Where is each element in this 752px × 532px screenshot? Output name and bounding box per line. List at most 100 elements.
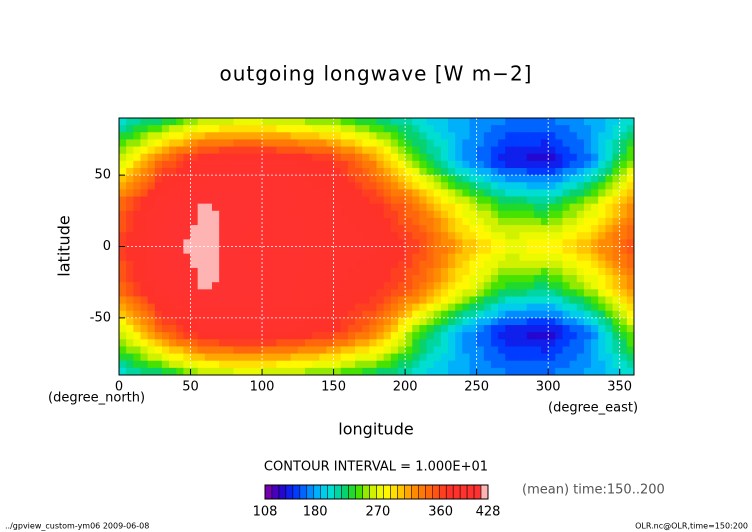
cell — [169, 125, 177, 133]
cell — [304, 210, 313, 219]
colorbar-segment — [369, 484, 377, 500]
cell — [576, 217, 585, 226]
cell — [262, 146, 270, 155]
cell — [355, 332, 363, 340]
cell — [355, 289, 363, 297]
colorbar-segment — [362, 484, 370, 500]
cell — [219, 118, 227, 126]
cell — [455, 132, 463, 140]
cell — [598, 346, 606, 354]
cell — [612, 182, 621, 190]
cell — [612, 253, 621, 262]
cell — [126, 267, 134, 276]
cell — [119, 203, 127, 212]
cell — [169, 303, 177, 312]
cell — [433, 217, 442, 226]
cell — [555, 239, 563, 247]
cell — [469, 339, 478, 347]
cell — [369, 303, 377, 312]
cell — [154, 210, 163, 219]
cell — [140, 182, 149, 190]
cell — [161, 182, 170, 190]
cell — [133, 346, 141, 354]
cell — [605, 246, 613, 255]
cell — [476, 246, 485, 255]
cell — [483, 253, 492, 262]
cell — [541, 225, 549, 233]
cell — [569, 360, 578, 369]
cell — [626, 139, 635, 147]
cell — [505, 289, 513, 297]
cell — [405, 232, 413, 240]
cell — [197, 146, 206, 155]
cell — [576, 289, 585, 297]
cell — [476, 232, 485, 240]
cell — [519, 146, 528, 155]
cell — [555, 253, 563, 262]
cell — [533, 239, 542, 247]
cell — [448, 160, 456, 169]
cell — [448, 246, 456, 255]
cell — [290, 310, 299, 319]
cell — [133, 303, 141, 312]
cell — [469, 153, 478, 162]
cell — [154, 267, 163, 276]
cell — [598, 189, 606, 197]
cell — [612, 203, 621, 212]
cell — [276, 153, 284, 162]
cell — [555, 310, 563, 319]
cell — [562, 146, 571, 155]
cell — [433, 196, 442, 205]
cell — [426, 146, 435, 155]
cell — [498, 210, 506, 219]
cell — [548, 253, 556, 262]
cell — [533, 360, 542, 369]
cell — [619, 325, 628, 333]
cell — [304, 353, 313, 362]
cell — [519, 367, 528, 376]
cell — [219, 260, 227, 269]
cell — [355, 246, 363, 255]
cell — [161, 160, 170, 169]
cell — [390, 132, 399, 140]
cell — [626, 132, 635, 140]
cell — [462, 332, 470, 340]
cell — [247, 303, 256, 312]
cell — [276, 310, 284, 319]
cell — [397, 232, 406, 240]
cell — [340, 189, 349, 197]
cell — [448, 360, 456, 369]
cell — [519, 267, 528, 276]
cell — [355, 346, 363, 354]
cell — [226, 182, 234, 190]
cell — [119, 246, 127, 255]
cell — [512, 217, 520, 226]
cell — [626, 317, 635, 326]
cell — [619, 225, 628, 233]
cell — [498, 125, 506, 133]
cell — [505, 317, 513, 326]
cell — [505, 253, 513, 262]
cell — [283, 146, 292, 155]
cell — [562, 118, 571, 126]
cell — [512, 139, 520, 147]
cell — [383, 346, 392, 354]
cell — [483, 339, 492, 347]
cell — [126, 296, 134, 305]
cell — [211, 217, 220, 226]
cell — [455, 146, 463, 155]
cell — [347, 196, 356, 205]
cell — [154, 317, 163, 326]
colorbar-segment — [299, 484, 308, 500]
cell — [283, 203, 292, 212]
cell — [526, 167, 535, 176]
cell — [405, 160, 413, 169]
cell — [254, 132, 263, 140]
cell — [605, 125, 613, 133]
cell — [619, 210, 628, 219]
cell — [254, 196, 263, 205]
cell — [440, 203, 449, 212]
cell — [219, 203, 227, 212]
cell — [469, 275, 478, 283]
cell — [483, 332, 492, 340]
